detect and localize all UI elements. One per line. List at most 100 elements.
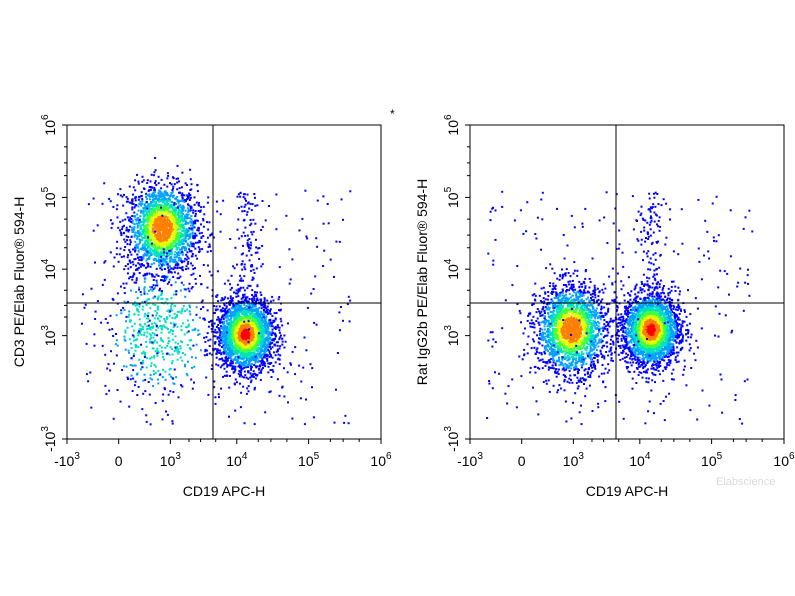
event-dot (171, 348, 173, 351)
event-dot (167, 225, 170, 228)
event-dot (160, 236, 163, 239)
event-dot (162, 219, 165, 222)
event-dot (246, 326, 249, 329)
event-dot (247, 371, 250, 374)
event-dot (144, 230, 147, 233)
event-dot (145, 335, 148, 338)
event-dot (163, 200, 166, 203)
event-dot (171, 196, 174, 199)
event-dot (169, 205, 172, 208)
event-dot (187, 211, 190, 213)
event-dot (188, 282, 191, 285)
event-dot (179, 235, 182, 238)
event-dot (134, 346, 137, 349)
event-dot (175, 203, 177, 205)
event-dot (248, 332, 251, 335)
event-dot (137, 205, 140, 208)
event-dot (270, 334, 273, 337)
event-dot (250, 312, 253, 315)
event-dot (239, 327, 242, 329)
event-dot (133, 206, 136, 209)
event-dot (163, 258, 166, 261)
event-dot (201, 299, 204, 302)
event-dot (104, 260, 107, 263)
event-dot (232, 353, 234, 356)
event-dot (141, 248, 144, 251)
event-dot (235, 347, 238, 350)
event-dot (278, 358, 281, 361)
event-dot (225, 330, 228, 333)
event-dot (215, 305, 218, 308)
event-dot (246, 331, 249, 334)
event-dot (244, 296, 247, 299)
event-dot (174, 335, 177, 338)
event-dot (186, 255, 189, 258)
event-dot (268, 355, 271, 358)
event-dot (261, 353, 264, 356)
event-dot (167, 243, 170, 246)
event-dot (167, 264, 170, 267)
event-dot (223, 336, 226, 339)
event-dot (237, 289, 240, 292)
event-dot (277, 353, 280, 356)
event-dot (254, 330, 257, 333)
event-dot (184, 257, 187, 260)
event-dot (229, 362, 232, 365)
event-dot (187, 213, 190, 216)
event-dot (149, 247, 152, 250)
event-dot (174, 264, 177, 267)
event-dot (145, 195, 148, 198)
event-dot (215, 331, 218, 334)
event-dot (222, 325, 225, 328)
event-dot (132, 227, 135, 230)
event-dot (232, 304, 235, 307)
event-dot (278, 363, 281, 366)
event-dot (143, 334, 146, 336)
event-dot (234, 365, 237, 368)
event-dot (245, 346, 248, 349)
event-dot (177, 204, 180, 207)
event-dot (234, 346, 237, 349)
event-dot (230, 347, 233, 350)
event-dot (166, 344, 169, 347)
event-dot (189, 250, 191, 253)
event-dot (141, 202, 144, 205)
event-dot (171, 206, 174, 209)
event-dot (190, 273, 193, 276)
event-dot (168, 253, 171, 256)
event-dot (269, 322, 272, 325)
event-dot (250, 366, 253, 369)
event-dot (131, 215, 134, 217)
event-dot (245, 315, 248, 318)
event-dot (141, 308, 144, 311)
event-dot (251, 363, 253, 365)
event-dot (145, 237, 148, 240)
event-dot (157, 216, 160, 219)
event-dot (276, 344, 279, 347)
event-dot (262, 366, 264, 369)
event-dot (184, 216, 186, 219)
event-dot (161, 198, 164, 201)
event-dot (184, 182, 187, 185)
event-dot (164, 222, 167, 225)
event-dot (175, 260, 178, 263)
event-dot (186, 262, 189, 265)
event-dot (257, 352, 260, 355)
event-dot (188, 236, 191, 239)
event-dot (190, 255, 193, 258)
event-dot (195, 201, 198, 204)
event-dot (176, 199, 179, 202)
event-dot (223, 347, 226, 350)
event-dot (224, 356, 227, 359)
event-dot (233, 351, 236, 353)
event-dot (236, 350, 238, 353)
event-dot (244, 317, 247, 320)
event-dot (146, 265, 149, 268)
event-dot (153, 171, 156, 174)
event-dot (257, 326, 260, 329)
event-dot (119, 229, 121, 232)
event-dot (260, 294, 263, 296)
event-dot (183, 194, 186, 197)
event-dot (141, 223, 144, 226)
event-dot (194, 236, 196, 239)
